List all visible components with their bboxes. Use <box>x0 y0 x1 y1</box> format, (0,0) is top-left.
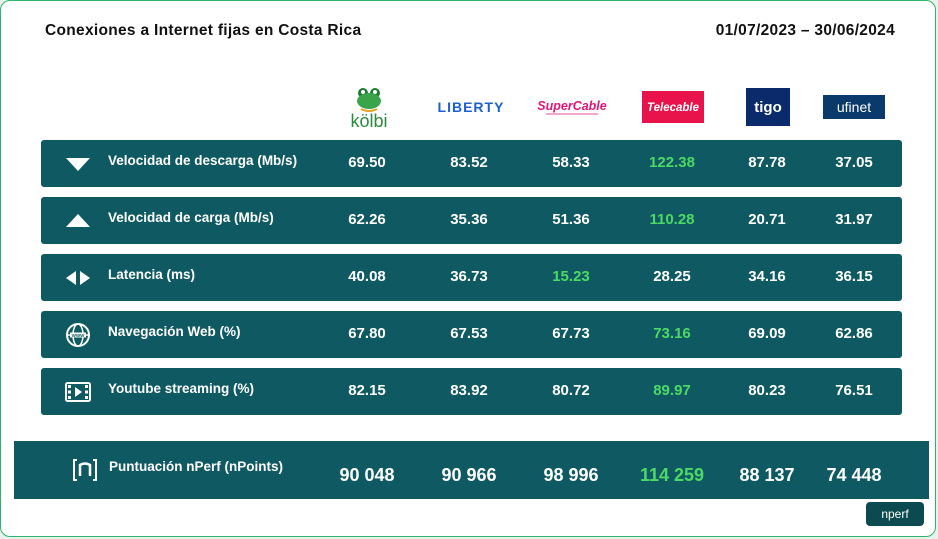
score-row: Puntuación nPerf (nPoints) 90 048 90 966… <box>14 441 929 499</box>
provider-logo-supercable: SuperCable <box>531 81 613 133</box>
score-value: 90 966 <box>441 465 497 485</box>
score-value: 98 996 <box>543 465 599 485</box>
metric-value: 67.80 <box>348 325 386 342</box>
metric-label: Youtube streaming (%) <box>108 381 255 396</box>
metric-value-best: 110.28 <box>649 211 695 228</box>
metric-value: 69.09 <box>748 325 786 342</box>
metric-value: 28.25 <box>653 268 691 285</box>
metric-value: 20.71 <box>748 211 786 228</box>
provider-logo-telecable: Telecable <box>641 81 705 133</box>
nperf-brand-logo: nperf <box>866 502 924 526</box>
metric-value: 76.51 <box>835 382 873 399</box>
metric-value-best: 122.38 <box>649 154 695 171</box>
provider-logo-liberty: LIBERTY <box>431 81 511 133</box>
supercable-wordmark: SuperCable <box>537 99 607 113</box>
metric-value: 37.05 <box>835 154 873 171</box>
metric-value: 36.15 <box>835 268 873 285</box>
metric-label: Velocidad de descarga (Mb/s) <box>108 153 298 168</box>
metric-value: 67.53 <box>450 325 488 342</box>
web-globe-icon: WWW <box>65 322 91 348</box>
metric-value: 82.15 <box>348 382 386 399</box>
metric-value: 69.50 <box>348 154 386 171</box>
kolbi-wordmark: kölbi <box>350 111 387 131</box>
metric-value: 40.08 <box>348 268 386 285</box>
metric-row-web: WWW Navegación Web (%) 67.80 67.53 67.73… <box>41 311 902 358</box>
metric-value: 36.73 <box>450 268 488 285</box>
score-value-best: 114 259 <box>639 465 705 485</box>
nperf-logo-icon <box>72 457 98 483</box>
latency-arrows-icon <box>65 265 91 291</box>
metric-value: 51.36 <box>552 211 590 228</box>
metric-label: Navegación Web (%) <box>108 324 241 339</box>
date-range: 01/07/2023 – 30/06/2024 <box>715 22 895 39</box>
metric-row-upload: Velocidad de carga (Mb/s) 62.26 35.36 51… <box>41 197 902 244</box>
metric-row-download: Velocidad de descarga (Mb/s) 69.50 83.52… <box>41 140 902 187</box>
metric-value: 80.23 <box>748 382 786 399</box>
svg-text:WWW: WWW <box>72 333 85 338</box>
metric-value: 31.97 <box>835 211 873 228</box>
tigo-wordmark: tigo <box>754 99 782 116</box>
metric-value: 87.78 <box>748 154 786 171</box>
metric-row-youtube: Youtube streaming (%) 82.15 83.92 80.72 … <box>41 368 902 415</box>
metric-value: 83.92 <box>450 382 488 399</box>
metric-label: Latencia (ms) <box>108 267 196 282</box>
metric-value-best: 73.16 <box>653 325 691 342</box>
provider-logo-kolbi: kölbi <box>331 81 407 133</box>
metric-value: 35.36 <box>450 211 488 228</box>
metric-value-best: 89.97 <box>653 382 691 399</box>
ufinet-wordmark: ufinet <box>837 99 871 115</box>
metric-row-latency: Latencia (ms) 40.08 36.73 15.23 28.25 34… <box>41 254 902 301</box>
page-title: Conexiones a Internet fijas en Costa Ric… <box>45 22 362 39</box>
metric-value: 34.16 <box>748 268 786 285</box>
metric-value: 83.52 <box>450 154 488 171</box>
score-value: 74 448 <box>826 465 882 485</box>
provider-logo-ufinet: ufinet <box>823 81 885 133</box>
metric-value-best: 15.23 <box>552 268 590 285</box>
score-label: Puntuación nPerf (nPoints) <box>109 459 283 474</box>
metric-label: Velocidad de carga (Mb/s) <box>108 210 274 225</box>
metric-value: 62.26 <box>348 211 386 228</box>
video-film-icon <box>65 379 91 405</box>
score-value: 90 048 <box>339 465 395 485</box>
upload-arrow-icon <box>65 208 91 234</box>
metric-value: 80.72 <box>552 382 590 399</box>
metric-value: 62.86 <box>835 325 873 342</box>
telecable-wordmark: Telecable <box>647 102 700 114</box>
download-arrow-icon <box>65 151 91 177</box>
metric-value: 58.33 <box>552 154 590 171</box>
metric-value: 67.73 <box>552 325 590 342</box>
provider-logo-tigo: tigo <box>746 81 790 133</box>
score-value: 88 137 <box>739 465 795 485</box>
liberty-wordmark: LIBERTY <box>438 99 505 115</box>
nperf-brand-text: nperf <box>881 507 909 521</box>
